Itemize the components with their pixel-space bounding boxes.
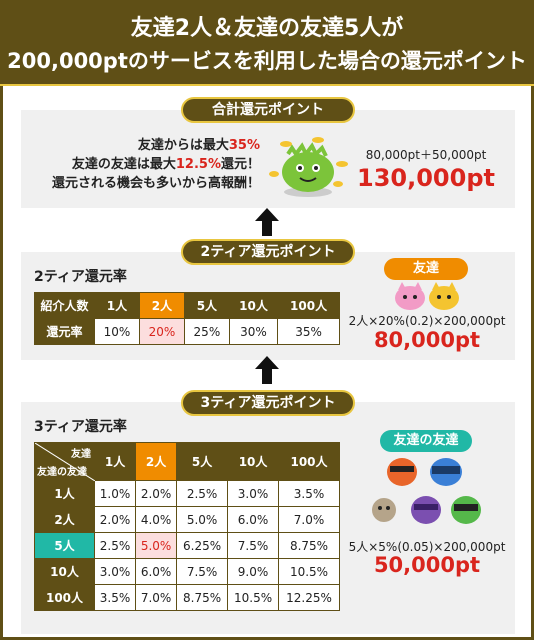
- summary-pill: 合計還元ポイント: [181, 97, 355, 123]
- friends-characters-icon: [395, 282, 459, 310]
- tier3-col-header: 10人: [227, 442, 280, 481]
- tier3-header-row: 友達 友達の友達 1人 2人 5人 10人 100人: [34, 442, 340, 481]
- header-banner: 友達2人＆友達の友達5人が 200,000ptのサービスを利用した場合の還元ポイ…: [0, 0, 534, 86]
- tier3-rate-cell: 2.5%: [93, 532, 137, 559]
- tier3-friend-of-friend-tag: 友達の友達: [380, 430, 472, 452]
- tier3-rate-cell: 6.0%: [227, 506, 280, 533]
- tier3-row-header: 1人: [34, 480, 95, 507]
- tier3-pill: 3ティア還元ポイント: [181, 390, 355, 416]
- tier3-rate-cell: 12.25%: [278, 584, 340, 611]
- summary-calc: 80,000pt＋50,000pt: [365, 148, 487, 162]
- tier3-col-header: 5人: [176, 442, 229, 481]
- header-title-line1: 友達2人＆友達の友達5人が: [130, 16, 404, 41]
- summary-line3-text: 還元される機会も多いから高報酬！: [51, 176, 260, 191]
- tier3-rate-cell: 4.0%: [135, 506, 178, 533]
- tier3-rate-cell: 2.5%: [176, 480, 229, 507]
- tier2-rate-cell: 30%: [228, 318, 279, 345]
- tier3-col-header-selected: 2人: [135, 442, 178, 481]
- tier3-rate-cell: 8.75%: [278, 532, 340, 559]
- tier3-col-header: 100人: [278, 442, 340, 481]
- tier3-row-header: 10人: [34, 558, 95, 585]
- tier3-corner-bottom: 友達の友達: [37, 467, 87, 478]
- mascot-coins-icon: [269, 137, 348, 197]
- tier3-rate-cell-selected: 5.0%: [135, 532, 178, 559]
- tier3-rate-cell: 9.0%: [227, 558, 280, 585]
- summary-line2-highlight: 12.5%: [175, 157, 221, 172]
- tier2-row-header: 還元率: [34, 318, 95, 345]
- tier2-col-header-selected: 2人: [138, 292, 185, 319]
- tier3-rate-cell: 3.5%: [278, 480, 340, 507]
- content-frame: [0, 86, 534, 640]
- tier2-calc: 2人×20%(0.2)×200,000pt: [348, 314, 506, 328]
- tier3-corner-top: 友達: [71, 449, 91, 460]
- tier3-rate-cell: 7.0%: [135, 584, 178, 611]
- summary-line1-highlight: 35%: [228, 138, 260, 153]
- tier3-rate-cell: 6.0%: [135, 558, 178, 585]
- tier2-col-header: 5人: [183, 292, 230, 319]
- tier3-rate-cell: 10.5%: [278, 558, 340, 585]
- tier3-row: 2人 2.0% 4.0% 5.0% 6.0% 7.0%: [34, 506, 340, 533]
- diagonal-divider: [35, 443, 95, 481]
- tier2-rate-cell: 25%: [183, 318, 230, 345]
- tier2-header-row: 紹介人数 1人 2人 5人 10人 100人: [34, 292, 340, 319]
- tier3-row-header: 100人: [34, 584, 95, 611]
- tier3-rate-cell: 10.5%: [227, 584, 280, 611]
- tier3-rate-cell: 1.0%: [93, 480, 137, 507]
- tier3-calc: 5人×5%(0.05)×200,000pt: [348, 540, 506, 554]
- tier3-rate-cell: 7.5%: [227, 532, 280, 559]
- tier3-title: 3ティア還元率: [34, 419, 127, 435]
- tier3-rate-cell: 2.0%: [135, 480, 178, 507]
- tier2-rate-cell: 35%: [277, 318, 340, 345]
- tier3-rate-cell: 8.75%: [176, 584, 229, 611]
- tier2-row-header: 紹介人数: [34, 292, 95, 319]
- tier2-rate-cell-selected: 20%: [138, 318, 185, 345]
- tier2-rate-row: 還元率 10% 20% 25% 30% 35%: [34, 318, 340, 345]
- tier2-col-header: 100人: [277, 292, 340, 319]
- tier2-pill: 2ティア還元ポイント: [181, 239, 355, 265]
- summary-description: 友達からは最大35% 友達の友達は最大12.5%還元！ 還元される機会も多いから…: [0, 136, 260, 193]
- tier2-col-header: 1人: [94, 292, 140, 319]
- tier3-row: 1人 1.0% 2.0% 2.5% 3.0% 3.5%: [34, 480, 340, 507]
- tier3-rate-cell: 3.5%: [93, 584, 137, 611]
- tier2-title: 2ティア還元率: [34, 269, 127, 285]
- tier3-rate-cell: 7.0%: [278, 506, 340, 533]
- tier3-row-header-selected: 5人: [34, 532, 95, 559]
- tier2-result: 80,000pt: [373, 328, 481, 352]
- summary-total: 130,000pt: [357, 164, 495, 192]
- tier3-rate-cell: 3.0%: [227, 480, 280, 507]
- tier3-row-header: 2人: [34, 506, 95, 533]
- tier3-col-header: 1人: [93, 442, 137, 481]
- tier3-rate-cell: 5.0%: [176, 506, 229, 533]
- tier3-rate-cell: 3.0%: [93, 558, 137, 585]
- summary-line1-text: 友達からは最大: [137, 138, 229, 153]
- tier3-rate-cell: 2.0%: [93, 506, 137, 533]
- arrow-up-icon: [255, 356, 279, 384]
- tier3-corner-cell: 友達 友達の友達: [34, 442, 95, 481]
- tier3-rate-cell: 6.25%: [176, 532, 229, 559]
- summary-line2-suffix: 還元！: [220, 157, 260, 172]
- friends-of-friends-characters-icon: [372, 458, 481, 524]
- summary-panel: [21, 110, 515, 208]
- header-title-line2: 200,000ptのサービスを利用した場合の還元ポイント: [7, 49, 527, 73]
- tier3-row: 100人 3.5% 7.0% 8.75% 10.5% 12.25%: [34, 584, 340, 611]
- tier3-row-selected: 5人 2.5% 5.0% 6.25% 7.5% 8.75%: [34, 532, 340, 559]
- summary-line2-text: 友達の友達は最大: [71, 157, 176, 172]
- tier3-row: 10人 3.0% 6.0% 7.5% 9.0% 10.5%: [34, 558, 340, 585]
- tier3-rate-table: 友達 友達の友達 1人 2人 5人 10人 100人 1人 1.0% 2.0% …: [34, 442, 340, 611]
- tier3-result: 50,000pt: [373, 553, 481, 577]
- tier2-col-header: 10人: [228, 292, 279, 319]
- tier3-rate-cell: 7.5%: [176, 558, 229, 585]
- arrow-up-icon: [255, 208, 279, 236]
- tier2-rate-cell: 10%: [94, 318, 140, 345]
- tier2-friend-tag: 友達: [384, 258, 468, 280]
- tier2-rate-table: 紹介人数 1人 2人 5人 10人 100人 還元率 10% 20% 25% 3…: [34, 292, 340, 345]
